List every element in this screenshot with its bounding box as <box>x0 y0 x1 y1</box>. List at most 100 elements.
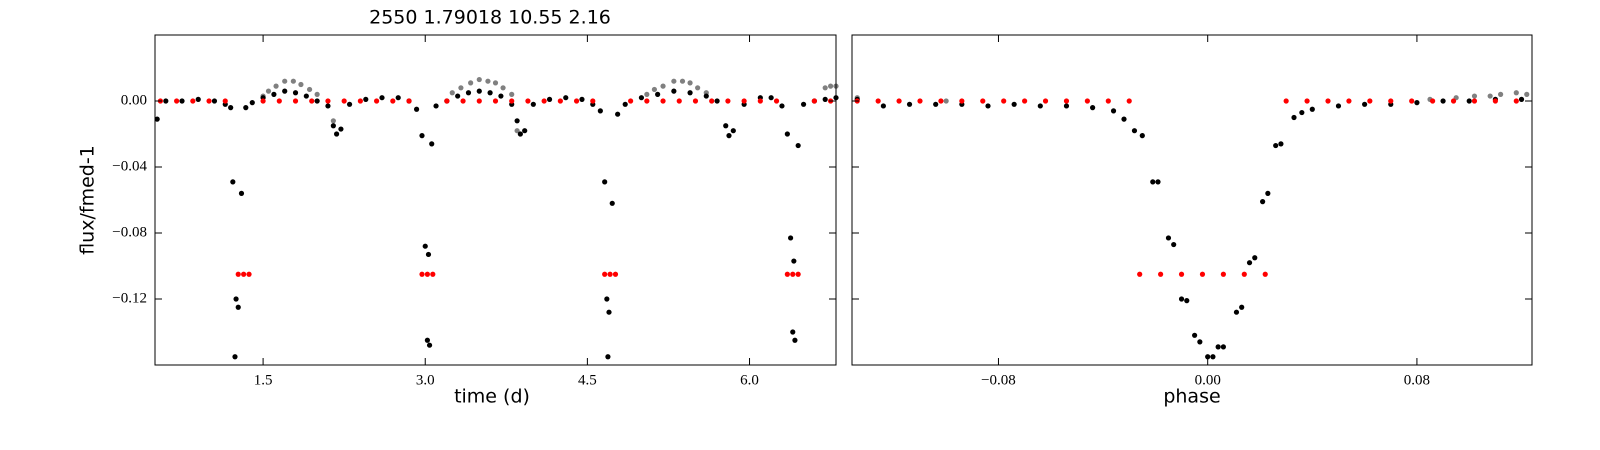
data-point <box>1084 98 1090 104</box>
data-point <box>609 200 615 206</box>
x-tick-label: 6.0 <box>740 372 759 388</box>
x-tick-label: 3.0 <box>416 372 435 388</box>
data-point <box>563 95 569 101</box>
data-point <box>597 108 603 114</box>
data-point <box>602 179 608 185</box>
data-point <box>557 98 563 104</box>
data-point <box>1362 101 1368 107</box>
data-point <box>604 296 610 302</box>
x-tick-label: 0.00 <box>1195 372 1221 388</box>
data-point <box>811 98 817 104</box>
data-point <box>1150 179 1156 185</box>
data-point <box>612 271 619 277</box>
data-point <box>487 90 493 96</box>
data-point <box>232 354 238 360</box>
data-point <box>1131 128 1138 134</box>
data-point <box>341 98 347 104</box>
data-point <box>309 98 315 104</box>
data-point <box>271 91 277 97</box>
data-point <box>1492 98 1498 104</box>
data-point <box>795 142 801 149</box>
data-point <box>419 133 425 139</box>
data-point <box>373 98 380 104</box>
data-point <box>1325 98 1331 104</box>
data-point <box>190 98 196 104</box>
data-point <box>1011 101 1017 107</box>
data-point <box>546 96 553 102</box>
data-point <box>465 90 472 96</box>
data-point <box>1220 344 1226 350</box>
data-point <box>573 98 580 104</box>
data-point <box>363 96 369 102</box>
data-point <box>985 103 991 109</box>
data-point <box>933 101 939 107</box>
data-point <box>1246 260 1253 266</box>
data-point <box>458 85 464 91</box>
data-point <box>791 258 797 264</box>
data-point <box>174 98 180 104</box>
data-point <box>1513 90 1519 96</box>
data-point <box>622 101 628 107</box>
data-point <box>1260 199 1266 205</box>
data-point <box>1524 91 1530 97</box>
data-point <box>449 90 455 96</box>
data-point <box>1239 304 1245 310</box>
data-point <box>790 329 796 335</box>
data-point <box>1192 332 1198 338</box>
data-point <box>476 76 482 83</box>
data-point <box>784 271 790 277</box>
data-point <box>1210 354 1216 360</box>
data-point <box>492 80 499 86</box>
data-point <box>460 98 466 104</box>
data-point <box>1299 109 1305 116</box>
data-point <box>238 190 245 196</box>
data-point <box>306 86 313 93</box>
data-point <box>679 78 686 84</box>
data-point <box>671 78 677 84</box>
data-point <box>265 88 272 94</box>
data-point <box>163 98 169 104</box>
data-point <box>723 123 729 129</box>
data-point <box>906 101 913 107</box>
y-tick-label: −0.08 <box>112 224 147 240</box>
data-point <box>235 304 241 310</box>
data-point <box>687 90 693 96</box>
data-point <box>655 91 661 97</box>
data-point <box>282 88 288 94</box>
data-point <box>1450 98 1457 104</box>
data-point <box>346 101 353 107</box>
data-point <box>695 85 701 91</box>
data-point <box>1165 235 1172 241</box>
data-point <box>788 235 794 241</box>
chart-title: 2550 1.79018 10.55 2.16 <box>369 7 611 29</box>
data-point <box>1262 271 1268 277</box>
data-point <box>1063 98 1070 104</box>
data-point <box>1139 133 1145 139</box>
data-point <box>273 83 279 89</box>
y-axis-label: flux/fmed-1 <box>77 145 99 255</box>
data-point <box>676 98 682 104</box>
data-point <box>260 98 266 104</box>
data-point <box>1197 339 1203 345</box>
data-point <box>1414 100 1420 106</box>
data-point <box>644 91 650 97</box>
x-tick-label: 0.08 <box>1404 372 1430 388</box>
data-point <box>651 86 658 93</box>
data-point <box>485 78 491 84</box>
data-point <box>179 98 185 104</box>
data-point <box>1171 241 1177 248</box>
x-tick-label: 1.5 <box>254 372 273 388</box>
data-point <box>1158 271 1164 277</box>
data-point <box>1513 98 1519 104</box>
data-point <box>492 98 499 104</box>
data-point <box>1001 98 1007 104</box>
data-point <box>249 100 255 106</box>
data-point <box>228 105 234 111</box>
data-point <box>1184 298 1190 304</box>
data-point <box>430 271 436 277</box>
data-point <box>1252 255 1258 261</box>
data-point <box>1498 91 1504 97</box>
data-point <box>880 103 886 109</box>
data-point <box>1309 106 1315 112</box>
